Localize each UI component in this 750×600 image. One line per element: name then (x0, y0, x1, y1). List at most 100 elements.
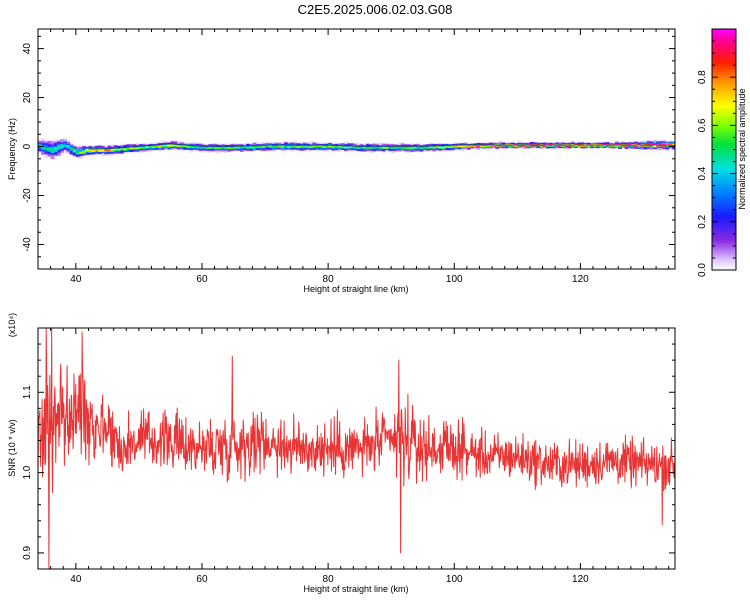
heatmap-cell (529, 145, 534, 147)
heatmap-cell (208, 146, 213, 149)
heatmap-cell (66, 145, 71, 148)
colorbar-tick-label: 0.0 (697, 263, 708, 277)
heatmap-cell (596, 145, 600, 147)
heatmap-cell (498, 145, 503, 147)
heatmap-cell (88, 149, 93, 151)
heatmap-cell (252, 146, 257, 150)
heatmap-cell (170, 145, 175, 147)
heatmap-cell (662, 144, 667, 146)
heatmap-cell (570, 144, 575, 146)
heatmap-cell (302, 146, 307, 148)
heatmap-cell (555, 145, 559, 147)
heatmap-cell (539, 145, 544, 147)
heatmap-cell (548, 144, 553, 146)
heatmap-cell (296, 146, 301, 148)
y-tick-label: 40 (22, 43, 33, 55)
heatmap-cell (659, 144, 663, 146)
heatmap-cell (668, 144, 673, 146)
heatmap-cell (621, 145, 626, 147)
heatmap-cell (422, 146, 427, 149)
colorbar-gradient (711, 28, 737, 271)
heatmap-cell (154, 145, 159, 148)
heatmap-cell (271, 146, 276, 148)
heatmap-cell (321, 146, 326, 148)
heatmap-cell (157, 146, 162, 148)
heatmap-cell (391, 147, 395, 149)
heatmap-cell (261, 146, 266, 148)
heatmap-cell (561, 144, 566, 147)
heatmap-cell (410, 146, 414, 148)
heatmap-cell (274, 145, 279, 148)
heatmap-cell (485, 144, 490, 146)
heatmap-cell (72, 148, 77, 153)
heatmap-cell (583, 145, 588, 147)
heatmap-cell (164, 145, 168, 148)
heatmap-cell (167, 144, 172, 147)
heatmap-cell (457, 145, 462, 148)
heatmap-cell (160, 145, 165, 148)
heatmap-cell (173, 144, 178, 147)
heatmap-cell (372, 146, 377, 149)
heatmap-cell (227, 147, 231, 149)
heatmap-cell (419, 145, 424, 150)
heatmap-cell (634, 145, 638, 147)
heatmap-cell (634, 143, 638, 146)
heatmap-cell (662, 144, 667, 148)
heatmap-cell (151, 146, 156, 149)
heatmap-cell (306, 146, 310, 148)
heatmap-cell (637, 144, 641, 147)
heatmap-cell (38, 144, 42, 148)
heatmap-cell (608, 144, 613, 146)
heatmap-cell (198, 146, 203, 149)
heatmap-cell (507, 144, 512, 148)
heatmap-cell (132, 147, 137, 150)
heatmap-cell (211, 147, 216, 149)
heatmap-cell (347, 146, 351, 149)
heatmap-cell (605, 144, 610, 146)
heatmap-cell (242, 146, 247, 149)
heatmap-cell (53, 147, 58, 150)
heatmap-cell (365, 147, 370, 149)
heatmap-cell (214, 147, 219, 149)
heatmap-cell (413, 146, 418, 149)
colorbar-tick-label: 0.4 (697, 166, 708, 180)
heatmap-cell (85, 149, 90, 151)
heatmap-cell (283, 145, 288, 147)
heatmap-cell (192, 146, 197, 148)
heatmap-cell (220, 147, 225, 149)
heatmap-cell (482, 144, 487, 146)
heatmap-cell (463, 145, 468, 147)
heatmap-cell (665, 144, 670, 146)
heatmap-cell (630, 143, 635, 147)
heatmap-cell (186, 146, 190, 148)
heatmap-cell (507, 144, 512, 146)
heatmap-cell (261, 145, 266, 148)
heatmap-cell (230, 146, 235, 149)
heatmap-cell (451, 145, 455, 148)
heatmap-cell (488, 144, 493, 146)
heatmap-cell (138, 147, 143, 149)
x-tick-label: 80 (323, 574, 335, 585)
heatmap-cell (107, 149, 112, 152)
heatmap-cell (596, 144, 600, 146)
heatmap-cell (425, 147, 430, 149)
heatmap-cell (589, 145, 594, 147)
heatmap-cell (189, 146, 194, 149)
heatmap-cell (343, 147, 348, 149)
heatmap-cell (492, 145, 496, 147)
heatmap-cell (577, 144, 581, 146)
heatmap-cell (287, 146, 291, 149)
heatmap-cell (454, 145, 459, 147)
heatmap-cell (558, 144, 563, 146)
colorbar-tick-label: 0.2 (697, 214, 708, 228)
spectrogram-panel: 40 60 80 100 120 40 20 0 -20 -40 Height of strai… (7, 28, 676, 294)
heatmap-cell (119, 148, 124, 150)
heatmap-cell (646, 145, 651, 147)
x-tick-label: 120 (572, 574, 589, 585)
heatmap-cell (63, 142, 67, 147)
heatmap-cell (239, 146, 244, 151)
heatmap-cell (233, 147, 238, 149)
heatmap-cell (195, 147, 200, 149)
heatmap-cell (123, 148, 127, 151)
heatmap-cell (293, 145, 298, 148)
